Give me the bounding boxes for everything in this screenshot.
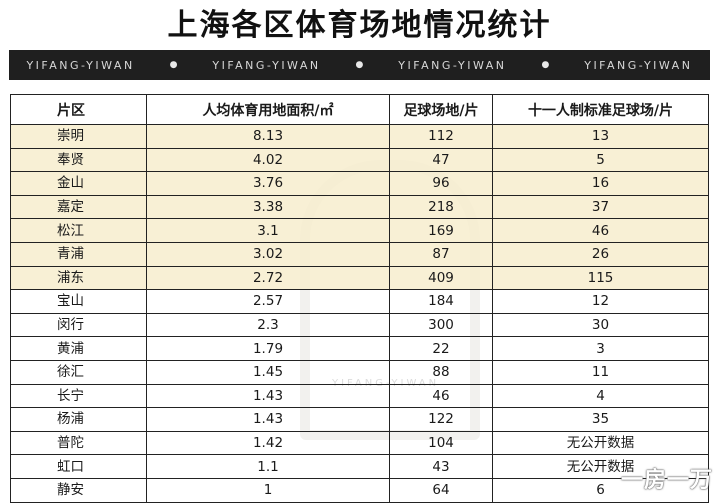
cell-area: 1.1 bbox=[146, 454, 390, 479]
cell-football: 47 bbox=[389, 147, 493, 173]
cell-area: 8.13 bbox=[146, 124, 390, 149]
cell-district: 杨浦 bbox=[10, 407, 147, 432]
table-row: 长宁 1.43 46 4 bbox=[10, 383, 709, 409]
cell-district: 长宁 bbox=[10, 383, 147, 409]
cell-football: 22 bbox=[389, 336, 493, 361]
cell-area: 1.42 bbox=[146, 430, 390, 456]
cell-standard: 3 bbox=[492, 336, 709, 361]
banner-separator: ● bbox=[169, 60, 178, 70]
cell-standard: 13 bbox=[492, 124, 709, 149]
cell-standard: 4 bbox=[492, 383, 709, 409]
cell-football: 104 bbox=[389, 430, 493, 456]
cell-standard: 无公开数据 bbox=[492, 454, 709, 479]
banner-text: YIFANG-YIWAN bbox=[26, 58, 135, 72]
table-row: 杨浦 1.43 122 35 bbox=[10, 407, 709, 432]
table-row: 青浦 3.02 87 26 bbox=[10, 241, 709, 267]
cell-standard: 37 bbox=[492, 194, 709, 220]
banner-text: YIFANG-YIWAN bbox=[212, 58, 321, 72]
header-area: 人均体育用地面积/㎡ bbox=[146, 94, 390, 125]
cell-area: 2.72 bbox=[146, 265, 390, 291]
cell-area: 2.3 bbox=[146, 312, 390, 338]
table-header-row: 片区 人均体育用地面积/㎡ 足球场地/片 十一人制标准足球场/片 bbox=[10, 94, 709, 125]
table-row: 虹口 1.1 43 无公开数据 bbox=[10, 454, 709, 479]
header-football: 足球场地/片 bbox=[389, 94, 493, 125]
banner-separator: ● bbox=[541, 60, 550, 70]
cell-football: 218 bbox=[389, 194, 493, 220]
cell-area: 1.45 bbox=[146, 359, 390, 385]
cell-district: 宝山 bbox=[10, 289, 147, 314]
page-title: 上海各区体育场地情况统计 bbox=[167, 8, 552, 43]
cell-standard: 无公开数据 bbox=[492, 430, 709, 456]
cell-football: 43 bbox=[389, 454, 493, 479]
cell-football: 122 bbox=[389, 407, 493, 432]
cell-football: 409 bbox=[389, 265, 493, 291]
cell-district: 青浦 bbox=[10, 241, 147, 267]
cell-football: 300 bbox=[389, 312, 493, 338]
cell-area: 2.57 bbox=[146, 289, 390, 314]
cell-district: 崇明 bbox=[10, 124, 147, 149]
header-standard: 十一人制标准足球场/片 bbox=[492, 94, 709, 125]
cell-standard: 30 bbox=[492, 312, 709, 338]
table-row: 嘉定 3.38 218 37 bbox=[10, 194, 709, 220]
table-row: 徐汇 1.45 88 11 bbox=[10, 359, 709, 385]
table-row: 黄浦 1.79 22 3 bbox=[10, 336, 709, 361]
cell-football: 46 bbox=[389, 383, 493, 409]
cell-football: 64 bbox=[389, 477, 493, 503]
stats-table: 片区 人均体育用地面积/㎡ 足球场地/片 十一人制标准足球场/片 崇明 8.13 1… bbox=[10, 94, 709, 503]
cell-area: 1.43 bbox=[146, 407, 390, 432]
cell-standard: 115 bbox=[492, 265, 709, 291]
cell-district: 嘉定 bbox=[10, 194, 147, 220]
brand-banner: YIFANG-YIWAN ● YIFANG-YIWAN ● YIFANG-YIW… bbox=[9, 50, 710, 80]
cell-standard: 35 bbox=[492, 407, 709, 432]
cell-area: 1.43 bbox=[146, 383, 390, 409]
cell-football: 96 bbox=[389, 171, 493, 196]
cell-football: 112 bbox=[389, 124, 493, 149]
cell-area: 4.02 bbox=[146, 147, 390, 173]
banner-separator: ● bbox=[355, 60, 364, 70]
cell-standard: 5 bbox=[492, 147, 709, 173]
cell-district: 静安 bbox=[10, 477, 147, 503]
cell-district: 徐汇 bbox=[10, 359, 147, 385]
cell-football: 184 bbox=[389, 289, 493, 314]
cell-area: 3.02 bbox=[146, 241, 390, 267]
table-row: 松江 3.1 169 46 bbox=[10, 218, 709, 243]
table-row: 静安 1 64 6 bbox=[10, 477, 709, 503]
cell-area: 1.79 bbox=[146, 336, 390, 361]
cell-football: 169 bbox=[389, 218, 493, 243]
cell-standard: 16 bbox=[492, 171, 709, 196]
cell-area: 3.76 bbox=[146, 171, 390, 196]
table-row: 闵行 2.3 300 30 bbox=[10, 312, 709, 338]
cell-district: 黄浦 bbox=[10, 336, 147, 361]
cell-standard: 46 bbox=[492, 218, 709, 243]
cell-district: 普陀 bbox=[10, 430, 147, 456]
header-district: 片区 bbox=[10, 94, 147, 125]
table-row: 崇明 8.13 112 13 bbox=[10, 124, 709, 149]
cell-football: 88 bbox=[389, 359, 493, 385]
banner-text: YIFANG-YIWAN bbox=[398, 58, 507, 72]
table-row: 宝山 2.57 184 12 bbox=[10, 289, 709, 314]
cell-district: 松江 bbox=[10, 218, 147, 243]
banner-text: YIFANG-YIWAN bbox=[584, 58, 693, 72]
corner-watermark: 一房一万 bbox=[620, 468, 713, 493]
cell-standard: 26 bbox=[492, 241, 709, 267]
cell-standard: 12 bbox=[492, 289, 709, 314]
cell-district: 浦东 bbox=[10, 265, 147, 291]
table-row: 奉贤 4.02 47 5 bbox=[10, 147, 709, 173]
cell-area: 1 bbox=[146, 477, 390, 503]
cell-area: 3.1 bbox=[146, 218, 390, 243]
cell-standard: 11 bbox=[492, 359, 709, 385]
cell-area: 3.38 bbox=[146, 194, 390, 220]
cell-district: 闵行 bbox=[10, 312, 147, 338]
cell-district: 虹口 bbox=[10, 454, 147, 479]
table-row: 金山 3.76 96 16 bbox=[10, 171, 709, 196]
table-row: 浦东 2.72 409 115 bbox=[10, 265, 709, 291]
table-row: 普陀 1.42 104 无公开数据 bbox=[10, 430, 709, 456]
cell-football: 87 bbox=[389, 241, 493, 267]
cell-district: 金山 bbox=[10, 171, 147, 196]
cell-district: 奉贤 bbox=[10, 147, 147, 173]
